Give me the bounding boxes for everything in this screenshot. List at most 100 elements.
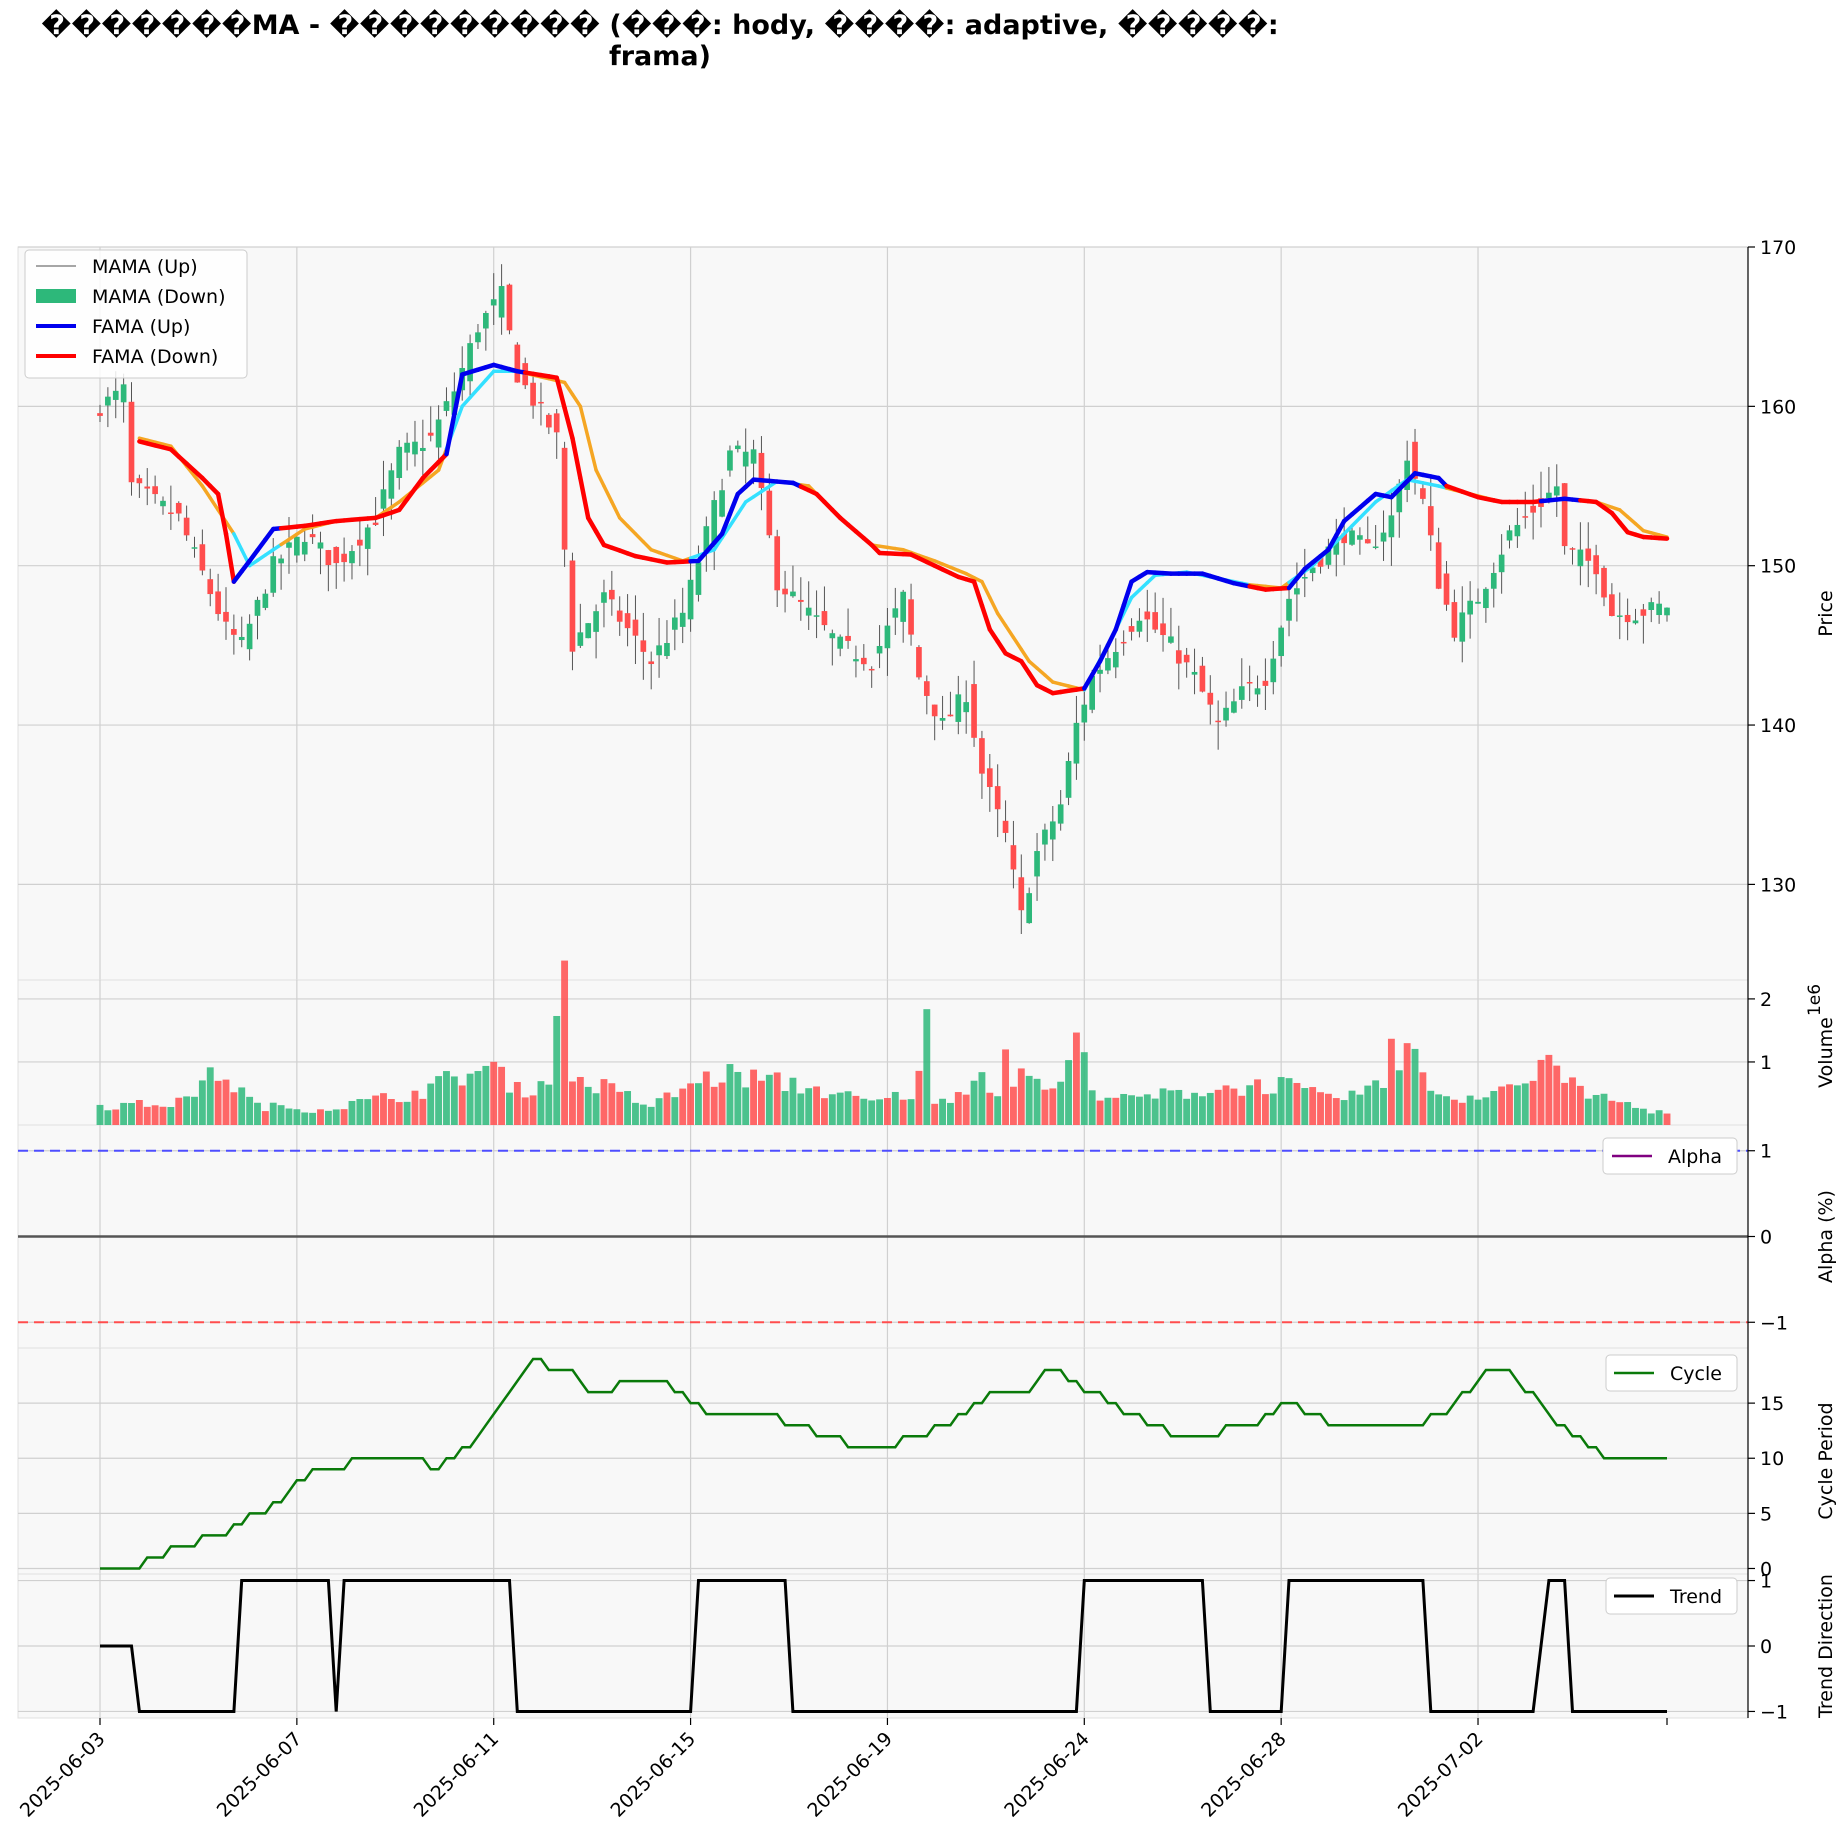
volume-exponent-label: 1e6 — [1805, 984, 1825, 1016]
candle-body — [1112, 651, 1119, 668]
mama-segment — [1011, 635, 1024, 652]
volume-bar — [1561, 1082, 1569, 1125]
candle-body — [270, 556, 277, 593]
candle-body — [1026, 893, 1033, 924]
trend-legend: Trend — [1605, 1577, 1738, 1615]
volume-bar — [1647, 1113, 1655, 1125]
volume-bar — [1230, 1088, 1238, 1125]
volume-bar — [1324, 1093, 1332, 1125]
candle-body — [112, 390, 119, 400]
y-tick-label: 1 — [1760, 1052, 1772, 1074]
candle-body — [333, 546, 340, 564]
mama-segment — [476, 378, 488, 391]
candle-body — [1207, 692, 1214, 705]
legend-box — [1605, 1354, 1738, 1392]
candle-body — [1144, 611, 1151, 620]
volume-bar — [1159, 1088, 1167, 1125]
mama-segment — [594, 468, 606, 488]
candle-body — [262, 593, 269, 608]
candle-body — [1561, 483, 1568, 547]
volume-bar — [340, 1109, 348, 1125]
mama-segment — [1121, 595, 1134, 616]
candle-body — [490, 299, 497, 306]
volume-bar — [443, 1071, 450, 1125]
volume-bar — [1340, 1100, 1348, 1125]
volume-bar — [1458, 1102, 1466, 1125]
alpha-legend: Alpha — [1602, 1137, 1738, 1175]
volume-bar — [474, 1071, 482, 1125]
fama-segment — [585, 515, 599, 534]
volume-bar — [1427, 1090, 1435, 1125]
candle-body — [1317, 557, 1324, 567]
y-tick-label: 160 — [1760, 396, 1796, 418]
volume-bar — [1466, 1095, 1474, 1125]
candle-body — [821, 611, 828, 626]
y-tick-label: 1 — [1760, 1141, 1772, 1163]
candle-body — [837, 636, 844, 649]
volume-bar — [1490, 1090, 1498, 1125]
candle-body — [711, 500, 718, 544]
candle-body — [1073, 722, 1080, 764]
mama-segment — [988, 595, 1000, 616]
volume-bar — [1435, 1094, 1443, 1125]
candle-body — [963, 702, 970, 713]
volume-bar — [112, 1109, 120, 1125]
candle-body — [616, 610, 623, 622]
candle-body — [892, 608, 899, 618]
candle-body — [341, 553, 347, 563]
mama-segment — [1334, 532, 1346, 544]
volume-bar — [915, 1070, 923, 1125]
volume-bar — [285, 1108, 293, 1125]
volume-bar — [1017, 1068, 1025, 1125]
candle-body — [1427, 506, 1434, 536]
mama-segment — [232, 532, 244, 552]
volume-bar — [1632, 1107, 1639, 1125]
candle-body — [1010, 845, 1017, 870]
candle-body — [813, 615, 820, 617]
candle-body — [845, 635, 851, 641]
candle-body — [1270, 658, 1277, 683]
candle-body — [1530, 505, 1536, 513]
volume-bar — [616, 1091, 624, 1125]
volume-bar — [1364, 1085, 1372, 1125]
candle-body — [246, 623, 253, 650]
volume-bar — [1041, 1089, 1049, 1125]
volume-bar — [805, 1088, 813, 1125]
volume-bar — [687, 1083, 695, 1125]
mama-segment — [980, 579, 992, 600]
volume-bar — [876, 1099, 883, 1125]
candle-body — [750, 449, 757, 464]
chart-title: �������MA - ��������� (���: hody, ����: … — [41, 10, 1279, 72]
volume-bar — [214, 1080, 222, 1125]
fama-segment — [1089, 659, 1103, 678]
legend-box — [24, 249, 248, 379]
fama-segment — [1019, 659, 1032, 676]
volume-bar — [1663, 1113, 1671, 1125]
mama-segment — [602, 484, 614, 504]
y-tick-label: 15 — [1760, 1393, 1784, 1415]
candle-body — [1506, 530, 1513, 541]
volume-bar — [907, 1099, 915, 1125]
candle-body — [1049, 821, 1056, 840]
candle-body — [1522, 516, 1529, 518]
volume-bar — [1553, 1065, 1561, 1125]
volume-bar — [750, 1069, 758, 1125]
volume-bar — [269, 1102, 277, 1125]
candle-body — [514, 344, 521, 383]
volume-bar — [608, 1083, 616, 1125]
volume-bar — [592, 1093, 600, 1125]
candle-body — [435, 419, 442, 448]
y-tick-label: 130 — [1760, 874, 1796, 896]
candle-body — [546, 414, 552, 428]
x-tick-label: 2025-06-03 — [16, 1728, 110, 1822]
volume-bar — [781, 1091, 789, 1125]
volume-bar — [1592, 1094, 1600, 1125]
candle-body — [1120, 641, 1127, 644]
volume-bar — [1529, 1080, 1537, 1125]
volume-bar — [490, 1061, 498, 1125]
mama-segment — [200, 484, 212, 500]
volume-bar — [1608, 1100, 1616, 1125]
candle-body — [254, 599, 261, 616]
legend-label: FAMA (Down) — [92, 346, 218, 368]
candle-body — [1254, 688, 1261, 695]
